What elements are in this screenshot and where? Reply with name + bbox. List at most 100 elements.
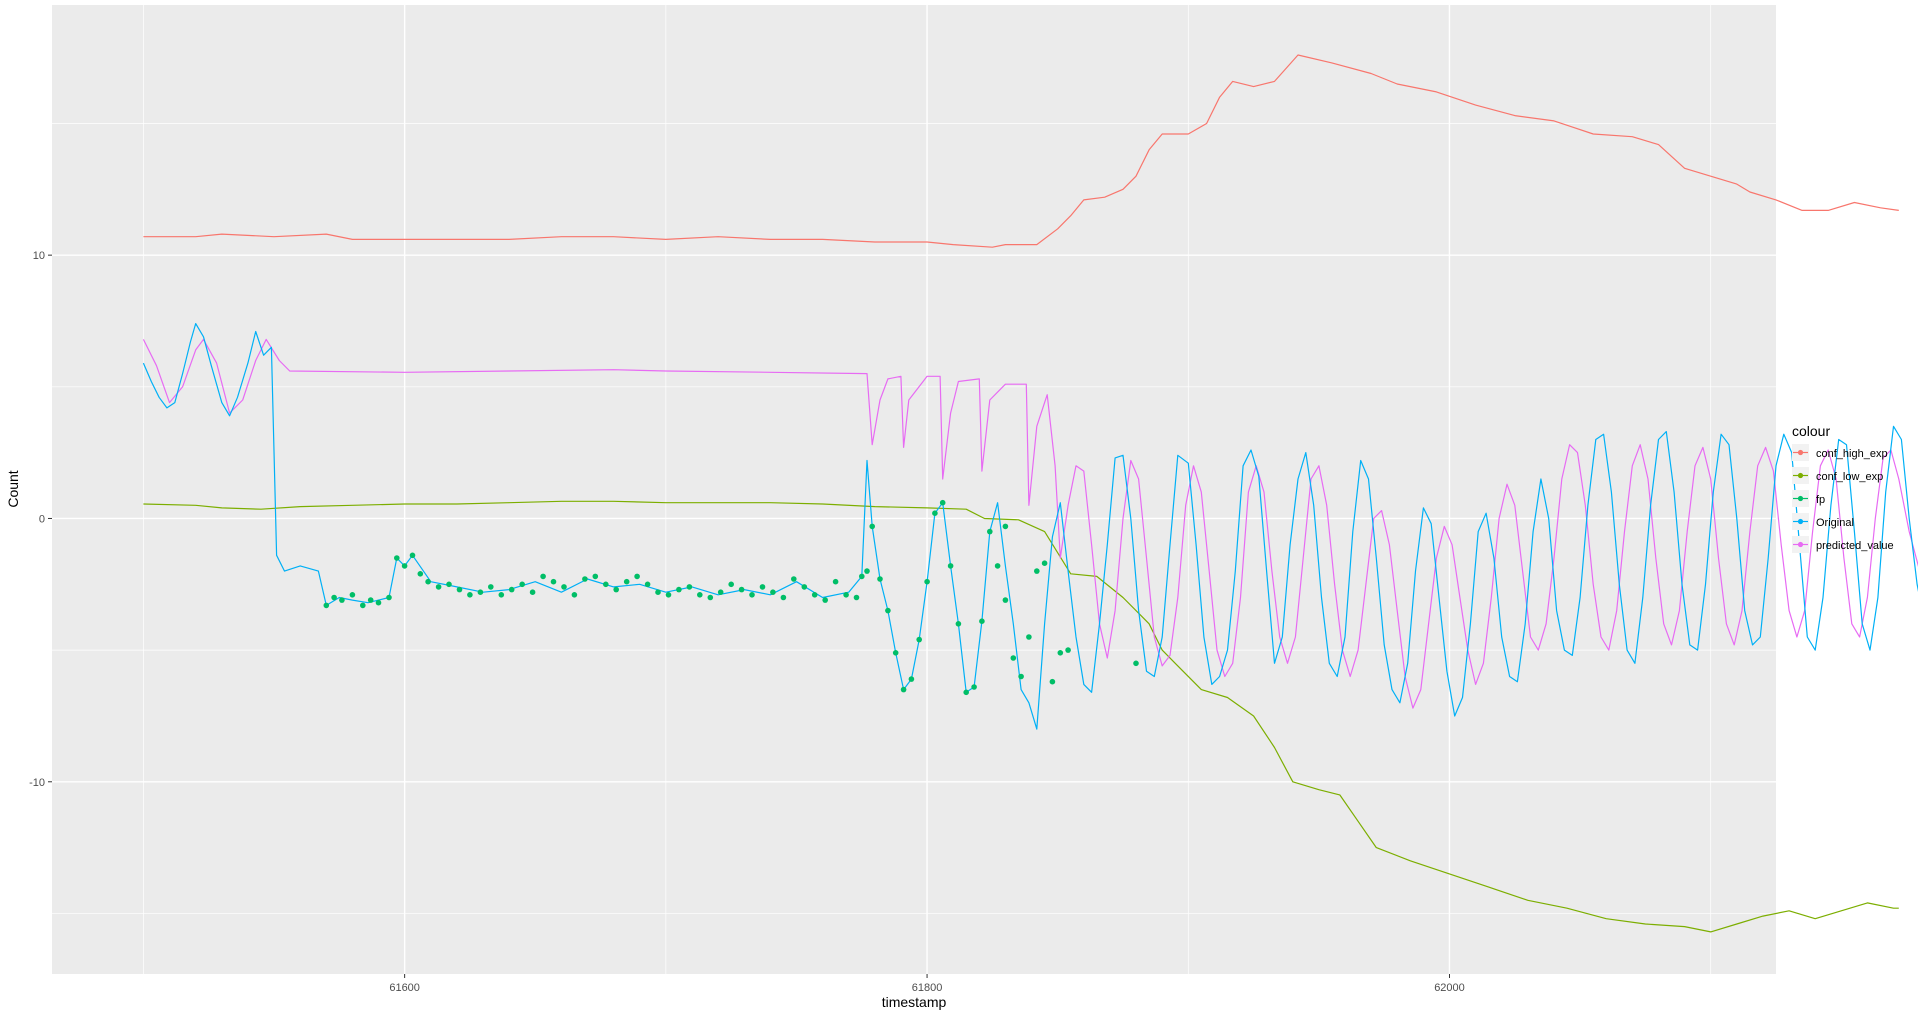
series-point-fp (791, 576, 797, 582)
series-point-fp (331, 594, 337, 601)
series-point-fp (885, 607, 891, 614)
series-point-fp (488, 584, 494, 590)
series-point-fp (932, 510, 938, 516)
series-point-fp (655, 589, 661, 595)
series-point-fp (603, 581, 609, 588)
x-tick-label: 61800 (912, 982, 943, 994)
series-point-fp (759, 584, 766, 590)
series-point-fp (644, 581, 651, 588)
legend-label: fp (1816, 494, 1825, 506)
series-point-fp (955, 621, 962, 627)
series-point-fp (738, 586, 745, 593)
legend-item-predicted-value: predicted_value (1792, 536, 1894, 553)
series-point-fp (409, 552, 416, 559)
series-point-fp (1065, 647, 1071, 653)
series-point-fp (613, 586, 619, 593)
x-axis: 61600 61800 62000 (389, 974, 1465, 994)
series-point-fp (686, 584, 693, 590)
series-point-fp (367, 597, 374, 603)
series-point-fp (859, 573, 865, 580)
series-point-fp (1018, 673, 1024, 680)
series-point-fp (864, 568, 870, 574)
series-point-fp (801, 584, 808, 590)
series-point-fp (394, 555, 400, 561)
y-tick-label: 0 (39, 513, 45, 525)
legend-title: colour (1792, 423, 1830, 439)
series-point-fp (623, 578, 630, 585)
legend-key-point (1797, 518, 1804, 525)
y-axis: 10 0 -10 (29, 250, 52, 789)
plot-panel (52, 5, 1776, 974)
legend-key-point (1797, 495, 1804, 502)
series-point-fp (877, 576, 883, 582)
series-point-fp (717, 589, 724, 595)
series-point-fp (900, 686, 907, 693)
series-point-fp (947, 563, 954, 569)
series-point-fp (908, 676, 915, 682)
series-point-fp (1010, 655, 1017, 661)
series-point-fp (770, 589, 776, 595)
series-point-fp (323, 602, 330, 609)
series-point-fp (843, 592, 849, 598)
series-point-fp (1002, 597, 1009, 603)
series-point-fp (963, 689, 969, 696)
series-point-fp (467, 592, 473, 598)
legend-item-fp: fp (1792, 490, 1825, 507)
series-point-fp (386, 594, 392, 601)
series-point-fp (529, 589, 536, 595)
series-point-fp (401, 563, 408, 569)
legend-key-point (1797, 541, 1804, 548)
series-point-fp (417, 571, 424, 577)
series-point-fp (676, 586, 682, 593)
series-point-fp (697, 592, 703, 598)
series-point-fp (728, 581, 734, 588)
series-point-fp (582, 576, 588, 582)
series-point-fp (592, 573, 599, 580)
minor-gridlines (52, 5, 1776, 974)
x-axis-label: timestamp (882, 994, 947, 1010)
legend-key-point (1797, 472, 1804, 479)
series-point-fp (822, 597, 828, 603)
series-point-fp (939, 499, 946, 506)
series-point-fp (979, 618, 985, 624)
legend-item-conf-high-exp: conf_high_exp (1792, 444, 1888, 461)
series-point-fp (508, 586, 515, 593)
series-point-fp (425, 578, 431, 585)
series-point-fp (349, 592, 356, 598)
series-point-fp (916, 636, 922, 643)
series-point-fp (375, 599, 382, 606)
legend-item-original: Original (1792, 513, 1854, 530)
series-point-fp (435, 584, 442, 590)
series-point-fp (456, 586, 463, 593)
series-point-fp (749, 592, 755, 598)
series-point-fp (924, 578, 930, 585)
series-line-conf-high-exp (143, 54, 1899, 248)
series-point-fp (498, 592, 505, 598)
series-point-fp (832, 578, 839, 585)
series-point-fp (1034, 568, 1040, 574)
series-point-fp (994, 563, 1001, 569)
series-point-fp (339, 597, 345, 603)
series-point-fp (1133, 660, 1139, 667)
series-point-fp (446, 581, 452, 588)
series-point-fp (869, 523, 875, 530)
legend-label: predicted_value (1816, 540, 1894, 552)
series-point-fp (1049, 678, 1056, 685)
legend-key-point (1797, 449, 1804, 456)
series-point-fp (519, 581, 525, 588)
legend-item-conf-low-exp: conf_low_exp (1792, 467, 1883, 484)
x-tick-label: 61600 (389, 982, 420, 994)
legend-label: Original (1816, 517, 1854, 529)
series-line-conf-low-exp (143, 500, 1899, 933)
series-point-fp (1041, 560, 1048, 566)
series-point-fp (360, 602, 366, 609)
series-point-fp (853, 594, 860, 601)
series-point-fp (665, 592, 672, 598)
series-point-fp (634, 573, 640, 580)
x-tick-label: 62000 (1434, 982, 1465, 994)
series-point-fp (1057, 650, 1064, 656)
series-point-fp (550, 578, 557, 585)
legend-label: conf_high_exp (1816, 448, 1888, 460)
